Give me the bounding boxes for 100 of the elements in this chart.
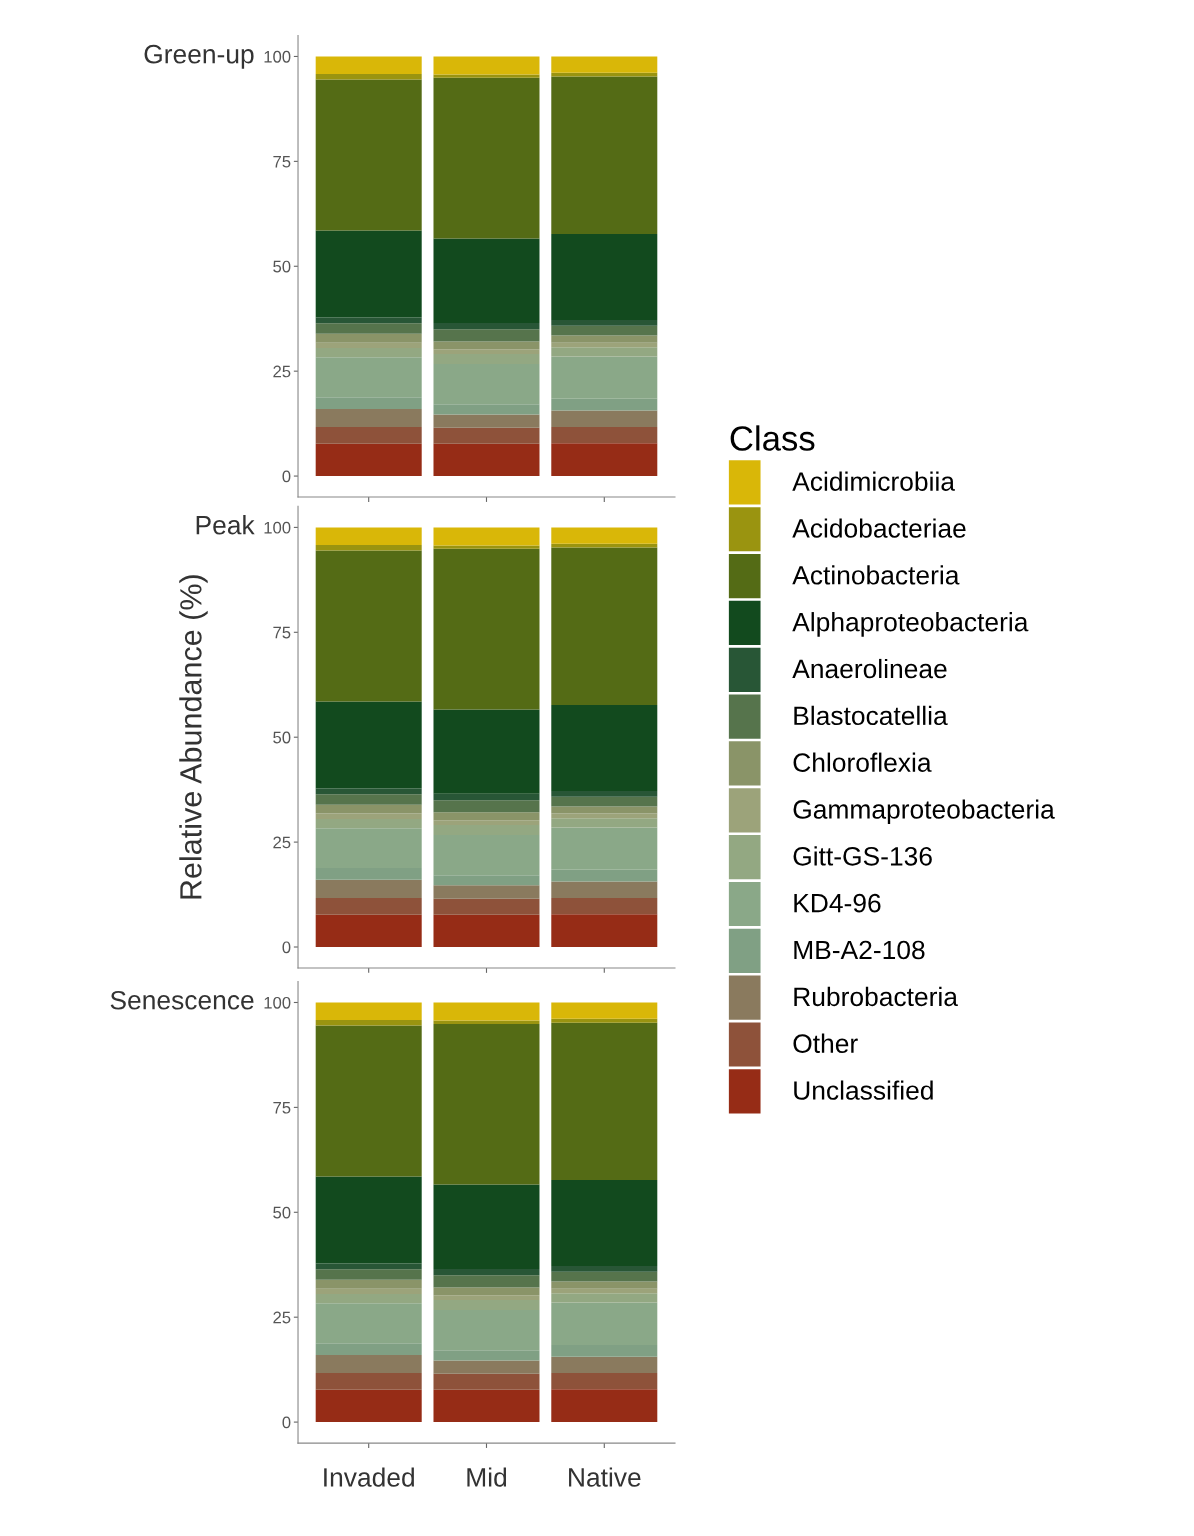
bar [551, 1179, 658, 1266]
bar [551, 806, 658, 814]
bar [551, 897, 658, 915]
y-tick-label: 0 [282, 1416, 291, 1429]
bar [315, 1020, 422, 1026]
y-tick-label: 100 [264, 996, 291, 1009]
bar [551, 76, 658, 234]
bar [551, 790, 658, 797]
legend-label: Acidimicrobiia [792, 471, 955, 491]
legend-label: Gammaproteobacteria [793, 799, 1055, 825]
bar [551, 1266, 658, 1272]
bar [551, 796, 658, 807]
bar [433, 322, 540, 330]
bar [315, 408, 422, 427]
bar [551, 914, 658, 948]
bar [433, 898, 540, 915]
bar [551, 543, 658, 548]
bar [433, 443, 540, 477]
y-tick-label: 100 [264, 50, 291, 63]
bar [433, 1268, 540, 1276]
bar [433, 914, 540, 948]
bar [315, 74, 422, 80]
bar [551, 1271, 658, 1282]
y-tick-label: 25 [273, 1311, 291, 1324]
bar [551, 1356, 658, 1373]
bar [551, 319, 658, 326]
bar [315, 788, 422, 795]
bar [551, 1281, 658, 1289]
bar [315, 1269, 422, 1280]
y-tick-label: 100 [264, 521, 291, 534]
bar [315, 317, 422, 324]
bar [433, 1020, 540, 1024]
bar [433, 427, 540, 444]
bar [315, 1373, 422, 1390]
legend-label: Chloroflexia [793, 752, 932, 772]
bar [315, 1025, 422, 1177]
bar [433, 812, 540, 821]
y-tick-label: 75 [273, 626, 291, 639]
bar [433, 1184, 540, 1269]
chart-title: Peak [196, 515, 255, 535]
bar [551, 72, 658, 77]
chart-title: Green-up [144, 44, 254, 69]
bar [551, 1002, 658, 1019]
bar [551, 704, 658, 791]
bar [315, 879, 422, 898]
y-tick-label: 0 [282, 941, 291, 954]
bar [433, 238, 540, 323]
y-axis-title: Relative Abundance (%) [179, 575, 208, 899]
bar [551, 335, 658, 343]
bar [551, 1389, 658, 1423]
legend-label: Actinobacteria [792, 565, 960, 585]
bar [433, 341, 540, 350]
bar [551, 1018, 658, 1023]
bar [315, 79, 422, 231]
x-tick-label: Mid [467, 1467, 507, 1487]
bar [551, 410, 658, 427]
bar [551, 547, 658, 705]
chart-title: Senescence [110, 990, 254, 1010]
bar [315, 1176, 422, 1264]
bar [315, 550, 422, 702]
legend-label: MB-A2-108 [794, 940, 925, 960]
bar [551, 233, 658, 320]
bar [433, 1373, 540, 1390]
legend-label: Gitt-GS-136 [793, 846, 932, 866]
legend-label: Blastocatellia [794, 705, 948, 726]
bar [551, 1022, 658, 1180]
bar [551, 443, 658, 477]
bar [551, 325, 658, 336]
bar [433, 793, 540, 801]
bar [315, 56, 422, 75]
bar [433, 709, 540, 794]
y-tick-label: 50 [273, 731, 291, 744]
bar [315, 914, 422, 948]
y-tick-label: 25 [273, 836, 291, 849]
x-tick-label: Native [569, 1467, 641, 1487]
y-tick-label: 50 [273, 260, 291, 273]
legend-label: Anaerolineae [792, 658, 947, 679]
legend-label: Rubrobacteria [794, 986, 958, 1007]
bar [433, 548, 540, 710]
legend-label: KD4-96 [794, 893, 881, 913]
bar [433, 1389, 540, 1423]
bar [433, 545, 540, 549]
bar [551, 527, 658, 544]
bar [433, 1275, 540, 1288]
y-tick-label: 75 [273, 155, 291, 168]
bar [433, 414, 540, 428]
bar [551, 1373, 658, 1390]
bar [315, 323, 422, 334]
bar [433, 56, 540, 75]
bar [315, 1002, 422, 1021]
bar [315, 1389, 422, 1423]
bar [315, 701, 422, 789]
bar [433, 800, 540, 813]
legend-label: Acidobacteriae [792, 518, 966, 538]
bar [433, 1360, 540, 1374]
bar [551, 56, 658, 73]
legend-label: Other [793, 1033, 858, 1054]
bar [315, 545, 422, 551]
bar [315, 426, 422, 444]
bar [433, 1287, 540, 1296]
